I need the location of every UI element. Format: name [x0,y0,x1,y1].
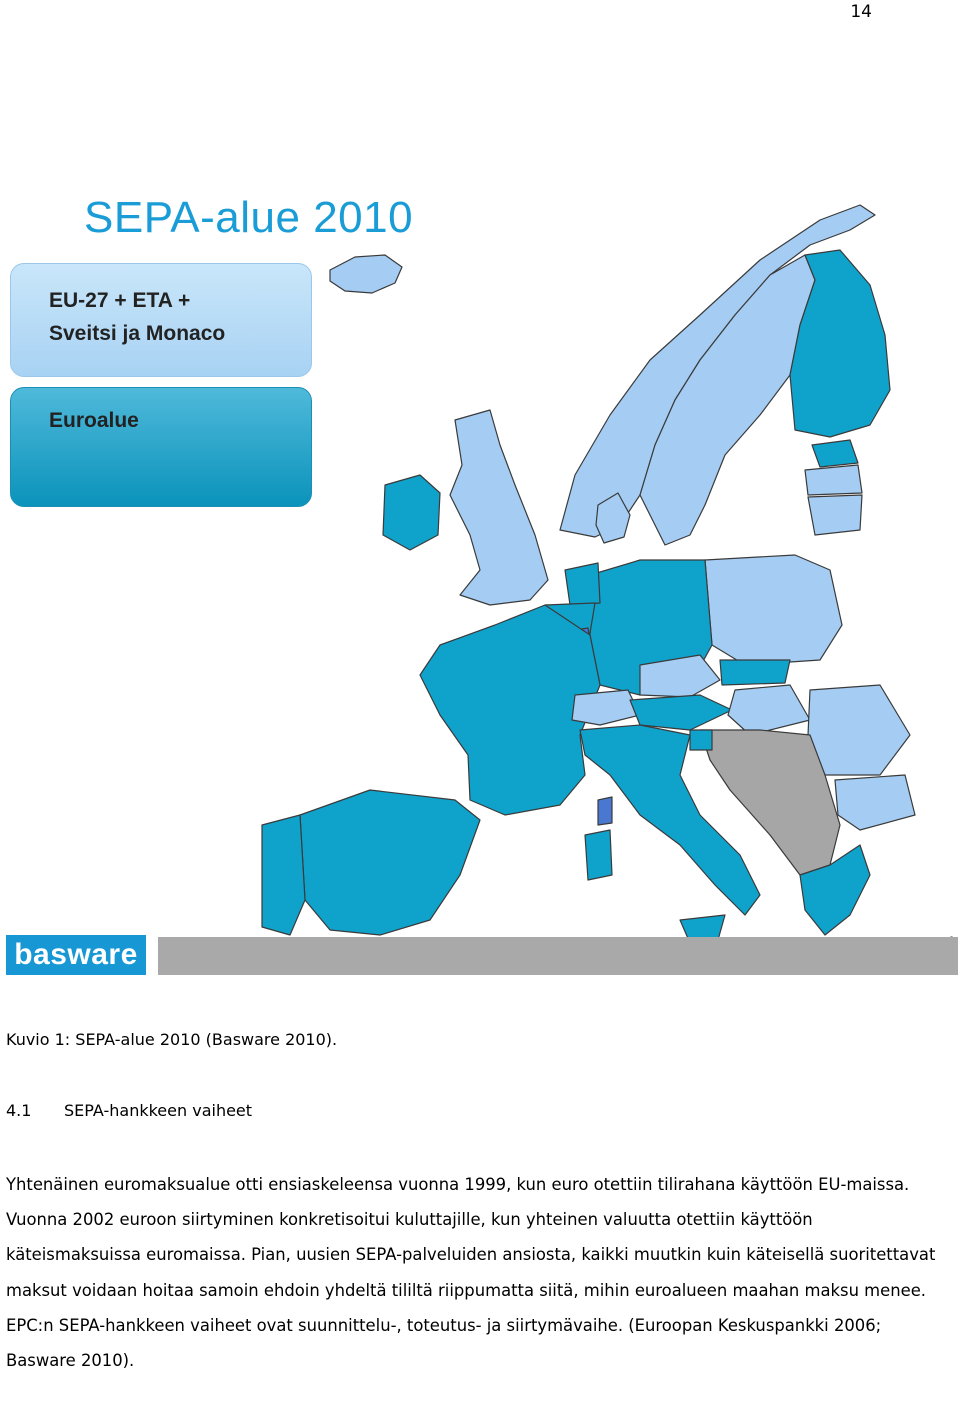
basware-logo: basware [6,935,146,975]
section-heading: 4.1 SEPA-hankkeen vaiheet [6,1101,252,1120]
france-region [419,604,601,816]
sepa-map-figure: SEPA-alue 2010 EU-27 + ETA + Sveitsi ja … [0,175,960,980]
estonia-region [811,439,859,468]
czech-region [639,654,721,698]
portugal-region [261,814,306,936]
legend-eu-line1: EU-27 + ETA + [49,289,191,312]
legend-eu-line2: Sveitsi ja Monaco [49,322,226,345]
legend-euro-label: Euroalue [49,409,139,432]
figure-caption: Kuvio 1: SEPA-alue 2010 (Basware 2010). [6,1030,338,1049]
map-title: SEPA-alue 2010 [84,193,414,242]
poland-region [704,554,843,666]
slovakia-region [719,659,791,686]
section-title: SEPA-hankkeen vaiheet [64,1101,253,1120]
legend-eu-eta: EU-27 + ETA + Sveitsi ja Monaco [10,263,312,377]
legend-euro-area: Euroalue [10,387,312,507]
italy-region [579,724,761,916]
hungary-region [727,684,811,736]
romania-region [807,684,911,776]
uk-region [449,409,549,606]
body-paragraph: Yhtenäinen euromaksualue otti ensiaskele… [6,1175,936,1371]
ireland-region [382,474,441,551]
slovenia-region [689,729,713,751]
finland-region [789,249,891,438]
lithuania-region [807,494,863,536]
footer-gray-bar [158,937,958,975]
netherlands-region [564,562,601,606]
section-number: 4.1 [6,1101,32,1120]
iceland-region [329,254,403,294]
denmark-region [595,492,631,544]
austria-region [629,694,733,731]
page-number: 14 [850,2,872,22]
bulgaria-region [834,774,916,831]
greece-region [799,844,871,936]
europe-map [261,204,956,974]
corsica-region [597,796,613,826]
switzerland-region [571,689,641,726]
latvia-region [804,464,863,496]
spain-region [299,789,481,936]
sardinia-region [584,829,613,881]
